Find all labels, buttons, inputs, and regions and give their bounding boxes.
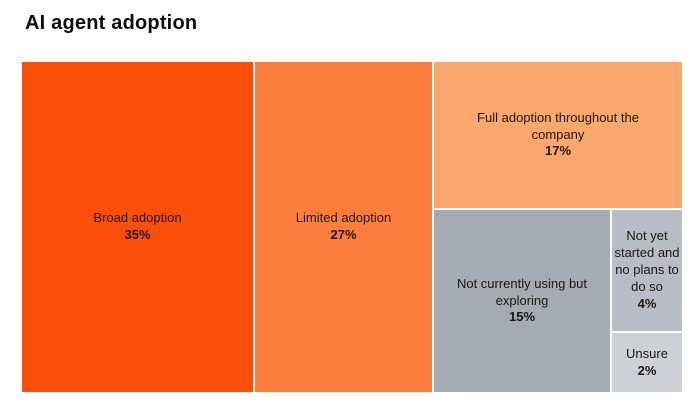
segment-value: 2% [637,362,657,378]
segment-value: 4% [637,295,657,311]
treemap-segment-not-currently-using-but-exploring: Not currently using but exploring 15% [434,210,610,392]
segment-value: 17% [544,143,572,159]
treemap-segment-broad-adoption: Broad adoption 35% [22,62,253,392]
treemap: Broad adoption 35% Limited adoption 27% … [22,62,682,392]
treemap-segment-limited-adoption: Limited adoption 27% [255,62,432,392]
treemap-segment-not-yet-started: Not yet started and no plans to do so 4% [612,210,682,331]
segment-label: Unsure [626,345,668,361]
segment-label: Not yet started and no plans to do so [614,228,680,294]
segment-label: Broad adoption [93,210,182,226]
treemap-segment-unsure: Unsure 2% [612,333,682,392]
chart-title: AI agent adoption [25,12,198,34]
treemap-segment-full-adoption: Full adoption throughout the company 17% [434,62,682,208]
segment-value: 27% [330,227,357,242]
segment-value: 35% [124,227,151,242]
segment-label: Limited adoption [295,210,392,226]
segment-label: Not currently using but exploring [456,275,588,308]
segment-label: Full adoption throughout the company [477,109,639,142]
segment-value: 15% [508,309,536,325]
